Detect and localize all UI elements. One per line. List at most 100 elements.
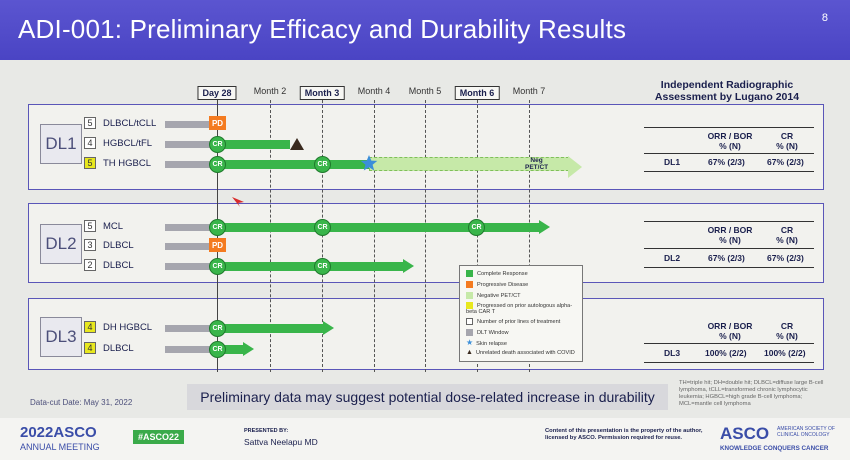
response-arrowhead [539,220,550,234]
orr-header-line-2: % (N) [719,331,741,341]
pd-marker: PD [209,238,226,252]
tick-month-5: Month 5 [408,86,442,96]
presenter-name: Sattva Neelapu MD [244,437,318,447]
row-diagnosis: MCL [103,221,124,232]
cr-header-line-1: CR [780,225,794,235]
cr-marker: CR [314,156,331,173]
month-4-line [374,100,375,372]
cr-marker: CR [314,258,331,275]
legend-label: Unrelated death associated with COVID [475,350,575,356]
orr-header: ORR / BOR% (N) [700,225,760,245]
asco-year-logo: 2022ASCO [20,424,97,441]
prior-lines-box: 5 [84,157,96,169]
panel-dl1 [28,104,824,190]
legend-swatch [466,281,473,288]
month-2-line [270,100,271,372]
result-dl: DL3 [664,348,681,358]
legend-label: Progressive Disease [477,281,529,288]
neg-pet-label-line-1: Neg [530,157,543,164]
cr-header: CR% (N) [762,321,812,341]
legend-item: Progressive Disease [466,281,528,288]
dlt-window-bar [165,263,210,270]
result-cr: 67% (2/3) [767,157,804,167]
table-bottom-rule [644,171,814,172]
footer: 2022ASCO ANNUAL MEETING #ASCO22 PRESENTE… [0,418,850,460]
result-dl: DL2 [664,253,681,263]
cr-marker: CR [468,219,485,236]
cr-header-line-1: CR [780,131,794,141]
month-3-line [322,100,323,372]
row-diagnosis: DLBCL [103,260,134,271]
response-arrowhead [403,259,414,273]
neg-pet-label: Neg PET/CT [525,157,548,171]
cr-header-line-2: % (N) [776,235,798,245]
response-bar [217,262,404,271]
legend-label: Progressed on prior autologous alpha-bet… [466,302,573,315]
legend-label: Complete Response [477,270,528,277]
prior-lines-box: 3 [84,239,96,251]
star-icon: ★ [466,338,474,347]
response-bar [217,160,369,169]
data-cut-date: Data-cut Date: May 31, 2022 [30,398,133,407]
cr-header-line-2: % (N) [776,331,798,341]
table-mid-rule [644,248,814,249]
cr-marker: CR [209,341,226,358]
result-orr: 100% (2/2) [705,348,747,358]
cr-marker: CR [209,156,226,173]
number-box-icon [466,318,473,325]
panel-dl2 [28,203,824,283]
negative-pet-arrowhead [568,156,582,178]
table-bottom-rule [644,267,814,268]
orr-header-line-1: ORR / BOR [707,321,753,331]
cr-marker: CR [314,219,331,236]
month-5-line [425,100,426,372]
cr-header-line-1: CR [780,321,794,331]
legend-label: Number of prior lines of treatment [477,318,561,325]
response-arrowhead [243,342,254,356]
cr-marker: CR [209,258,226,275]
presented-by-label: PRESENTED BY: [244,428,289,434]
prior-lines-box: 5 [84,117,96,129]
legend-label: DLT Window [477,329,509,336]
tick-month-4: Month 4 [357,86,391,96]
dlt-window-bar [165,224,210,231]
asco-logo: ASCO [720,424,770,443]
legend: Complete Response Progressive Disease Ne… [459,265,583,362]
table-mid-rule [644,343,814,344]
dlt-window-bar [165,346,210,353]
legend-swatch [466,329,473,336]
dlt-window-bar [165,121,210,128]
prior-lines-box: 2 [84,259,96,271]
table-top-rule [644,221,814,222]
dlt-window-bar [165,161,210,168]
asco-tagline: KNOWLEDGE CONQUERS CANCER [720,445,829,452]
dlt-window-bar [165,325,210,332]
result-orr: 67% (2/3) [708,157,745,167]
dl3-label: DL3 [40,317,82,357]
response-bar [217,140,290,149]
neg-pet-label-line-2: PET/CT [525,164,549,171]
orr-header: ORR / BOR% (N) [700,321,760,341]
row-diagnosis: DH HGBCL [103,322,153,333]
cr-header-line-2: % (N) [776,141,798,151]
conclusion-banner: Preliminary data may suggest potential d… [187,384,668,410]
prior-lines-box: 4 [84,321,96,333]
legend-item: Complete Response [466,270,528,277]
society-name: AMERICAN SOCIETY OF CLINICAL ONCOLOGY [777,426,835,438]
slide-title: ADI-001: Preliminary Efficacy and Durabi… [18,14,627,44]
dlt-window-bar [165,141,210,148]
table-bottom-rule [644,362,814,363]
copyright-note: Content of this presentation is the prop… [545,428,703,441]
assessment-title-line-1: Independent Radiographic [660,79,794,91]
result-orr: 67% (2/3) [708,253,745,263]
triangle-icon: ▲ [466,349,473,356]
orr-header-line-2: % (N) [719,141,741,151]
society-name-line-1: AMERICAN SOCIETY OF [777,426,835,432]
cr-marker: CR [209,219,226,236]
month-6-line [477,100,478,372]
prior-lines-box: 4 [84,137,96,149]
footer-asco: ASCO [53,424,97,441]
orr-header-line-1: ORR / BOR [707,225,753,235]
dlt-window-bar [165,243,210,250]
legend-label: Skin relapse [476,341,507,347]
